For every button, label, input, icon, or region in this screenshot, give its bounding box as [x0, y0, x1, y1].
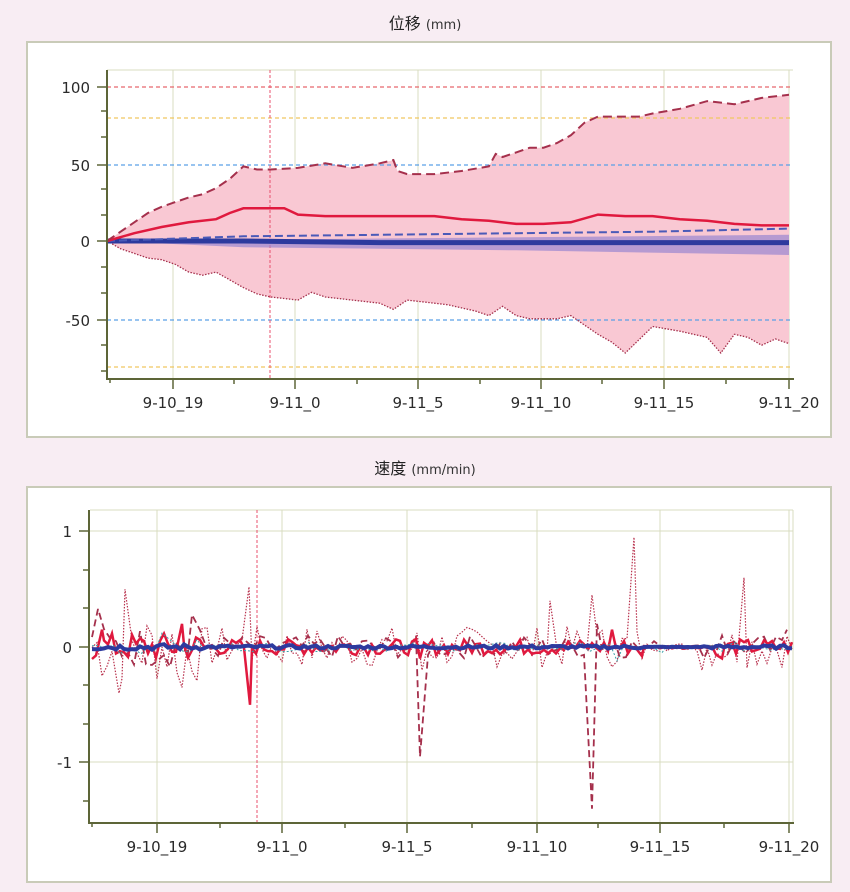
- y-label: -50: [66, 312, 91, 330]
- x-label: 9-11_5: [381, 838, 432, 857]
- axes: [106, 70, 794, 380]
- x-label: 9-10_19: [127, 838, 188, 857]
- x-label: 9-11_0: [269, 394, 320, 413]
- displacement-title-main: 位移: [388, 14, 421, 33]
- y-label: -1: [57, 754, 72, 772]
- velocity-title-unit: (mm/min): [411, 463, 476, 478]
- blue-dashed-line: [106, 227, 790, 242]
- x-ticks: [91, 823, 790, 833]
- x-tick-labels: 9-10_19 9-11_0 9-11_5 9-11_10 9-11_15 9-…: [127, 838, 820, 857]
- x-label: 9-11_20: [759, 838, 820, 857]
- displacement-envelope-fill: [107, 94, 789, 354]
- x-tick-labels: 9-10_19 9-11_0 9-11_5 9-11_10 9-11_15 9-…: [143, 394, 820, 413]
- y-label: 0: [80, 233, 90, 251]
- velocity-chart-title: 速度 (mm/min): [0, 455, 850, 479]
- x-label: 9-11_10: [507, 838, 568, 857]
- displacement-chart-title: 位移 (mm): [0, 10, 850, 34]
- x-label: 9-11_0: [256, 838, 307, 857]
- displacement-chart-panel: 100 50 0 -50 9-10_19 9-11_0 9-11_5 9-11_…: [26, 41, 832, 438]
- y-label: 100: [61, 79, 90, 97]
- displacement-title-unit: (mm): [425, 18, 462, 33]
- x-label: 9-11_15: [630, 838, 691, 857]
- threshold-lines: [107, 86, 793, 368]
- max-displacement-line: [106, 207, 789, 243]
- x-ticks: [109, 379, 790, 389]
- y-label: 0: [62, 639, 72, 657]
- upper-envelope-line: [106, 93, 790, 242]
- velocity-solid-line: [91, 623, 794, 705]
- y-label: 1: [62, 523, 72, 541]
- velocity-title-main: 速度: [374, 459, 407, 478]
- y-ticks: [97, 86, 107, 372]
- x-label: 9-11_5: [392, 394, 443, 413]
- velocity-chart: 1 0 -1 9-10_19 9-11_0 9-11_5 9-11_10 9-1…: [57, 509, 820, 857]
- velocity-blue-line: [91, 641, 793, 653]
- lower-envelope-line: [106, 240, 790, 355]
- x-label: 9-11_10: [511, 394, 572, 413]
- velocity-dotted-line: [91, 537, 793, 694]
- blue-band-line: [107, 238, 789, 246]
- x-label: 9-10_19: [143, 394, 204, 413]
- axes: [88, 510, 794, 824]
- y-tick-labels: 1 0 -1: [57, 523, 72, 772]
- x-label: 9-11_15: [634, 394, 695, 413]
- grid: [90, 509, 794, 822]
- velocity-chart-panel: 1 0 -1 9-10_19 9-11_0 9-11_5 9-11_10 9-1…: [26, 486, 832, 883]
- x-label: 9-11_20: [759, 394, 820, 413]
- y-tick-labels: 100 50 0 -50: [61, 79, 90, 330]
- displacement-chart: 100 50 0 -50 9-10_19 9-11_0 9-11_5 9-11_…: [61, 69, 820, 413]
- y-ticks: [79, 530, 89, 802]
- y-label: 50: [71, 157, 90, 175]
